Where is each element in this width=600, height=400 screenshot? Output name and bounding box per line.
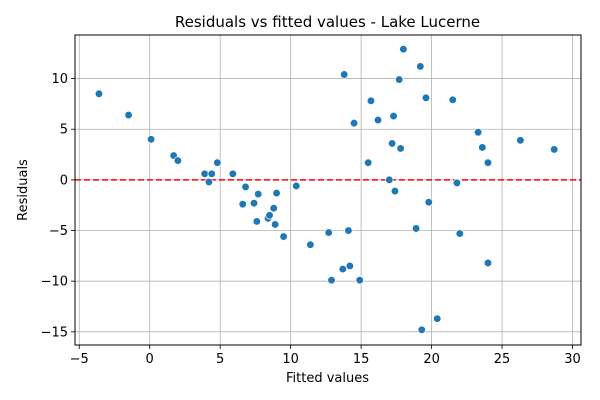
scatter-point	[340, 70, 349, 79]
plot-frame	[74, 34, 582, 346]
scatter-point	[452, 178, 462, 188]
scatter-point	[327, 276, 336, 285]
scatter-point	[355, 276, 364, 285]
scatter-point	[366, 96, 376, 105]
scatter-point	[254, 189, 263, 199]
scatter-point	[124, 110, 133, 120]
scatter-point	[473, 128, 483, 137]
x-tick-label: 20	[423, 352, 440, 367]
scatter-point	[387, 139, 397, 148]
x-tick-label: −5	[70, 352, 89, 367]
axis-ticks: −5 0 5 10 15 20 25 30 −15 −10 −5 0 5 10	[41, 72, 581, 367]
scatter-point	[417, 325, 426, 334]
chart-title: Residuals vs fitted values - Lake Lucern…	[175, 13, 480, 31]
scatter-point	[269, 204, 278, 213]
scatter-point	[324, 228, 333, 237]
scatter-point	[483, 158, 493, 167]
scatter-point	[204, 177, 214, 187]
scatter-point	[385, 175, 394, 185]
scatter-point	[390, 186, 400, 196]
y-axis-label: Residuals	[16, 159, 31, 221]
x-axis-label: Fitted values	[286, 371, 369, 386]
scatter-point	[173, 156, 183, 165]
scatter-point	[389, 111, 398, 121]
x-tick-label: 30	[564, 352, 581, 367]
scatter-point	[395, 75, 404, 84]
scatter-point	[270, 220, 280, 229]
scatter-point	[421, 93, 431, 102]
scatter-point	[364, 158, 373, 167]
scatter-point	[411, 224, 421, 233]
scatter-point	[228, 169, 238, 178]
x-tick-label: 5	[216, 352, 224, 367]
data-points	[94, 45, 559, 334]
scatter-point	[349, 118, 359, 128]
y-tick-label: −15	[41, 325, 68, 340]
scatter-point	[213, 158, 222, 167]
scatter-point	[448, 95, 457, 104]
scatter-point	[344, 226, 353, 235]
y-tick-label: −10	[41, 275, 68, 290]
x-tick-label: 15	[353, 352, 370, 367]
scatter-point	[207, 169, 216, 178]
scatter-point	[345, 261, 354, 271]
scatter-point	[306, 240, 315, 249]
scatter-point	[424, 198, 433, 207]
x-tick-label: 10	[282, 352, 299, 367]
scatter-point	[483, 258, 493, 268]
scatter-point	[292, 181, 301, 191]
y-tick-label: 0	[60, 173, 68, 188]
scatter-point	[396, 144, 405, 153]
scatter-point	[516, 136, 525, 145]
grid-lines	[75, 35, 581, 345]
scatter-point	[241, 182, 250, 192]
y-tick-label: −5	[49, 224, 68, 239]
scatter-point	[94, 89, 104, 98]
scatter-point	[249, 199, 259, 208]
scatter-point	[455, 229, 464, 238]
scatter-point	[200, 169, 209, 178]
scatter-point	[399, 45, 408, 54]
scatter-point	[433, 314, 442, 323]
scatter-point	[265, 211, 274, 220]
scatter-point	[252, 217, 261, 226]
scatter-point	[478, 143, 487, 152]
x-tick-label: 0	[146, 352, 154, 367]
scatter-point	[550, 145, 559, 154]
scatter-point	[146, 135, 156, 144]
scatter-point	[373, 115, 383, 125]
scatter-point	[338, 264, 347, 274]
scatter-point	[416, 62, 425, 71]
scatter-point	[279, 232, 288, 241]
scatter-point	[238, 200, 247, 209]
scatter-point	[272, 188, 281, 198]
y-tick-label: 10	[51, 72, 68, 87]
x-tick-label: 25	[494, 352, 511, 367]
y-tick-label: 5	[60, 123, 68, 138]
